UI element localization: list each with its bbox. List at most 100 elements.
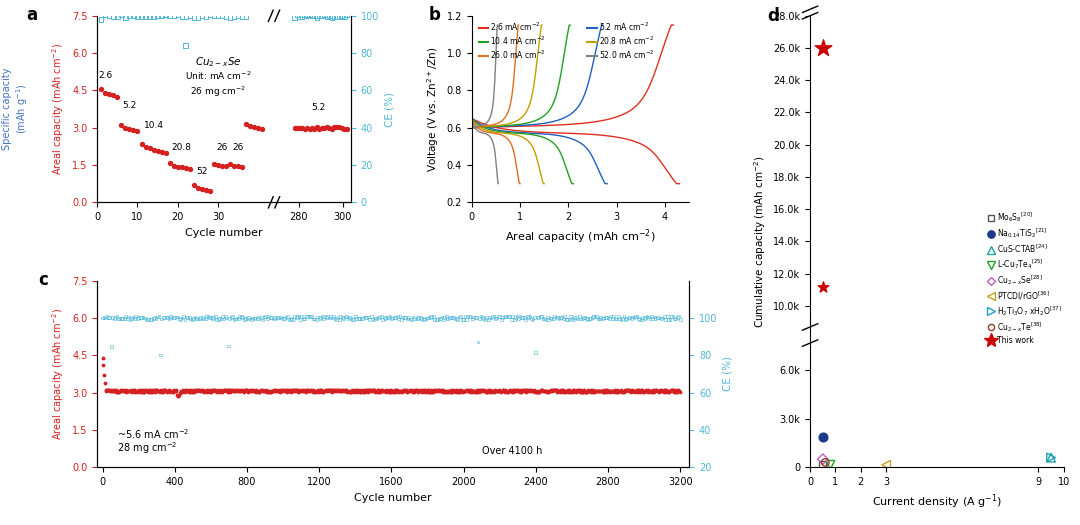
Point xyxy=(431,314,448,322)
Point xyxy=(257,312,274,320)
Point xyxy=(252,385,269,394)
Point xyxy=(634,387,651,395)
Point xyxy=(507,313,524,321)
Point xyxy=(402,315,419,323)
Point xyxy=(249,313,267,321)
Point xyxy=(671,386,688,395)
Point xyxy=(231,387,248,395)
Point xyxy=(186,181,203,190)
Point xyxy=(94,354,111,362)
Point xyxy=(380,313,397,321)
Point xyxy=(384,387,402,396)
Point xyxy=(413,387,430,395)
Point xyxy=(215,314,232,323)
Point xyxy=(539,387,556,396)
Point xyxy=(411,313,429,322)
Point xyxy=(330,315,348,323)
Point xyxy=(318,385,335,394)
Point xyxy=(580,386,597,395)
Point xyxy=(562,312,579,321)
Point xyxy=(170,392,187,400)
Point xyxy=(303,12,321,20)
Point xyxy=(435,387,453,396)
Point xyxy=(373,387,390,396)
Point xyxy=(294,386,311,395)
Point xyxy=(222,313,240,321)
Y-axis label: Areal capacity (mAh cm$^{-2}$): Areal capacity (mAh cm$^{-2}$) xyxy=(51,308,67,440)
Point xyxy=(419,386,436,394)
Point xyxy=(505,385,523,394)
Point xyxy=(217,386,234,395)
Point xyxy=(422,386,440,394)
Point xyxy=(359,386,376,395)
Point xyxy=(564,314,581,323)
Point xyxy=(227,386,244,394)
Point xyxy=(270,314,287,322)
Point xyxy=(206,387,224,395)
Point xyxy=(609,386,626,395)
Point xyxy=(625,387,643,395)
Point xyxy=(426,385,443,394)
Y-axis label: CE (%): CE (%) xyxy=(384,91,394,127)
Point xyxy=(414,387,431,396)
Point xyxy=(564,387,581,396)
Point xyxy=(179,313,197,322)
Point xyxy=(98,312,116,320)
Point xyxy=(381,312,399,321)
Point xyxy=(461,386,478,395)
Point xyxy=(269,313,286,322)
Point xyxy=(661,387,678,395)
Point xyxy=(195,388,213,396)
Point xyxy=(456,387,473,395)
Point xyxy=(388,387,405,396)
Point xyxy=(485,387,502,395)
Point xyxy=(814,282,832,291)
Point xyxy=(315,314,333,323)
Point xyxy=(645,387,662,396)
Point xyxy=(174,387,191,396)
Point xyxy=(637,313,654,322)
Point xyxy=(161,159,178,167)
Point xyxy=(579,315,596,323)
Point xyxy=(183,385,200,394)
Point xyxy=(507,386,524,395)
Point xyxy=(463,387,481,396)
Point xyxy=(294,123,311,132)
Point xyxy=(308,316,325,324)
Point xyxy=(328,123,346,131)
Point xyxy=(650,314,667,322)
Point xyxy=(252,314,269,323)
Point xyxy=(95,313,112,322)
Point xyxy=(285,315,302,323)
Point xyxy=(662,386,679,394)
Point xyxy=(360,387,377,396)
Point xyxy=(298,387,315,396)
Point xyxy=(269,387,286,395)
Point xyxy=(422,388,440,396)
Point xyxy=(670,313,687,321)
Point xyxy=(420,386,437,394)
Point xyxy=(100,90,118,98)
Point xyxy=(515,313,532,322)
Point xyxy=(105,386,122,394)
Point xyxy=(280,387,297,395)
Point xyxy=(341,387,359,396)
Point xyxy=(393,388,410,396)
Point xyxy=(157,313,174,322)
Point xyxy=(197,387,214,395)
Point xyxy=(405,387,422,396)
Point xyxy=(402,387,419,395)
Point xyxy=(248,314,266,323)
Point xyxy=(220,386,238,394)
Point xyxy=(632,386,649,395)
Point xyxy=(320,386,337,394)
Point xyxy=(397,387,415,396)
Point xyxy=(468,386,485,395)
Point xyxy=(233,386,251,394)
Point xyxy=(394,313,411,321)
Point xyxy=(334,313,351,322)
Point xyxy=(629,385,646,394)
Point xyxy=(402,386,419,394)
Point xyxy=(596,386,613,395)
Point xyxy=(572,315,590,323)
